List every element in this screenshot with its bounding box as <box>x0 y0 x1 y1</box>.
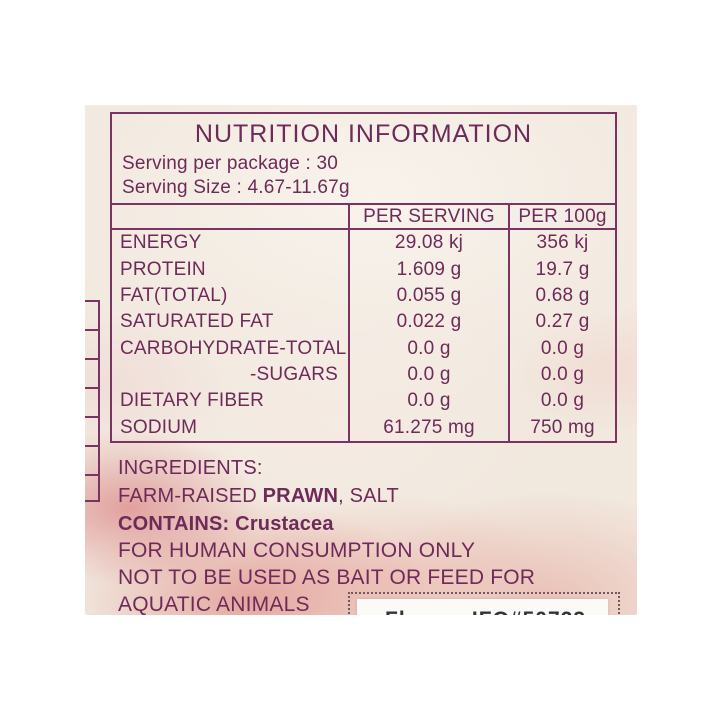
row-label-energy: ENERGY <box>120 232 202 254</box>
row-value: 19.7 g <box>508 256 615 283</box>
row-value: 1.609 g <box>348 256 508 283</box>
row-label-fat-total: FAT(TOTAL) <box>120 284 228 306</box>
nutrition-rows: ENERGY 29.08 kj 356 kj PROTEIN 1.609 g 1… <box>112 230 615 441</box>
row-value: 0.68 g <box>508 282 615 310</box>
serving-per-package: Serving per package : 30 <box>122 153 339 174</box>
row-value: 0.0 g <box>348 335 508 362</box>
row-label-sugars: -SUGARS <box>250 364 338 386</box>
cropped-table-row-line <box>85 358 100 360</box>
row-value: 0.27 g <box>508 309 615 336</box>
row-value: 0.022 g <box>348 309 508 336</box>
row-value: 0.0 g <box>508 335 615 362</box>
column-header-row: PER SERVING PER 100g <box>112 205 615 230</box>
column-header-blank <box>112 205 348 228</box>
row-value: 0.0 g <box>348 361 508 389</box>
ingredients-prefix: FARM-RAISED <box>118 485 263 507</box>
row-label-carbohydrate-total: CARBOHYDRATE-TOTAL <box>120 337 347 359</box>
row-value: 61.275 mg <box>348 414 508 441</box>
sticker-text-left: Fl <box>385 608 406 615</box>
cropped-table-row-line <box>85 329 100 331</box>
cropped-table-edge <box>85 300 100 502</box>
cropped-sticker: Fl IFO#50723 <box>348 592 620 615</box>
warning-line-2: NOT TO BE USED AS BAIT OR FEED FOR <box>118 566 536 589</box>
row-value: 356 kj <box>508 230 615 257</box>
row-label-protein: PROTEIN <box>120 258 206 280</box>
row-label-sodium: SODIUM <box>120 416 198 438</box>
nutrition-table-header: NUTRITION INFORMATION Serving per packag… <box>112 114 615 205</box>
nutrition-table: NUTRITION INFORMATION Serving per packag… <box>110 112 617 443</box>
cropped-table-row-line <box>85 474 100 476</box>
row-value: 0.055 g <box>348 282 508 310</box>
row-label-dietary-fiber: DIETARY FIBER <box>120 390 265 412</box>
column-header-per-serving: PER SERVING <box>348 205 508 228</box>
column-header-per-100g: PER 100g <box>508 205 615 228</box>
row-value: 0.0 g <box>508 361 615 389</box>
row-value: 29.08 kj <box>348 230 508 257</box>
ingredients-heading: INGREDIENTS: <box>118 457 263 479</box>
row-label-saturated-fat: SATURATED FAT <box>120 311 274 333</box>
cropped-table-row-line <box>85 300 100 302</box>
ingredients-section: INGREDIENTS: FARM-RAISED PRAWN, SALT CON… <box>118 454 399 538</box>
nutrition-title: NUTRITION INFORMATION <box>194 120 533 148</box>
package-photo: NUTRITION INFORMATION Serving per packag… <box>85 105 637 615</box>
sticker-card: Fl IFO#50723 <box>357 599 608 615</box>
cropped-table-row-line <box>85 445 100 447</box>
warning-line-3: AQUATIC ANIMALS <box>118 593 310 615</box>
ingredients-allergen-bold: PRAWN <box>262 485 339 507</box>
cropped-table-border-line <box>98 300 100 502</box>
contains-statement: CONTAINS: Crustacea <box>118 513 334 535</box>
row-value: 0.0 g <box>348 388 508 415</box>
sticker-text-right: IFO#50723 <box>472 608 586 615</box>
cropped-table-row-line <box>85 416 100 418</box>
ingredients-line: FARM-RAISED PRAWN, SALT <box>118 482 399 510</box>
cropped-table-row-line <box>85 387 100 389</box>
serving-size: Serving Size : 4.67-11.67g <box>122 177 350 198</box>
warning-line-1: FOR HUMAN CONSUMPTION ONLY <box>118 539 476 562</box>
row-value: 750 mg <box>508 414 615 441</box>
ingredients-suffix: , SALT <box>338 485 399 507</box>
row-value: 0.0 g <box>508 388 615 415</box>
cropped-table-row-line <box>85 500 100 502</box>
warning-section: FOR HUMAN CONSUMPTION ONLY NOT TO BE USE… <box>118 537 535 615</box>
